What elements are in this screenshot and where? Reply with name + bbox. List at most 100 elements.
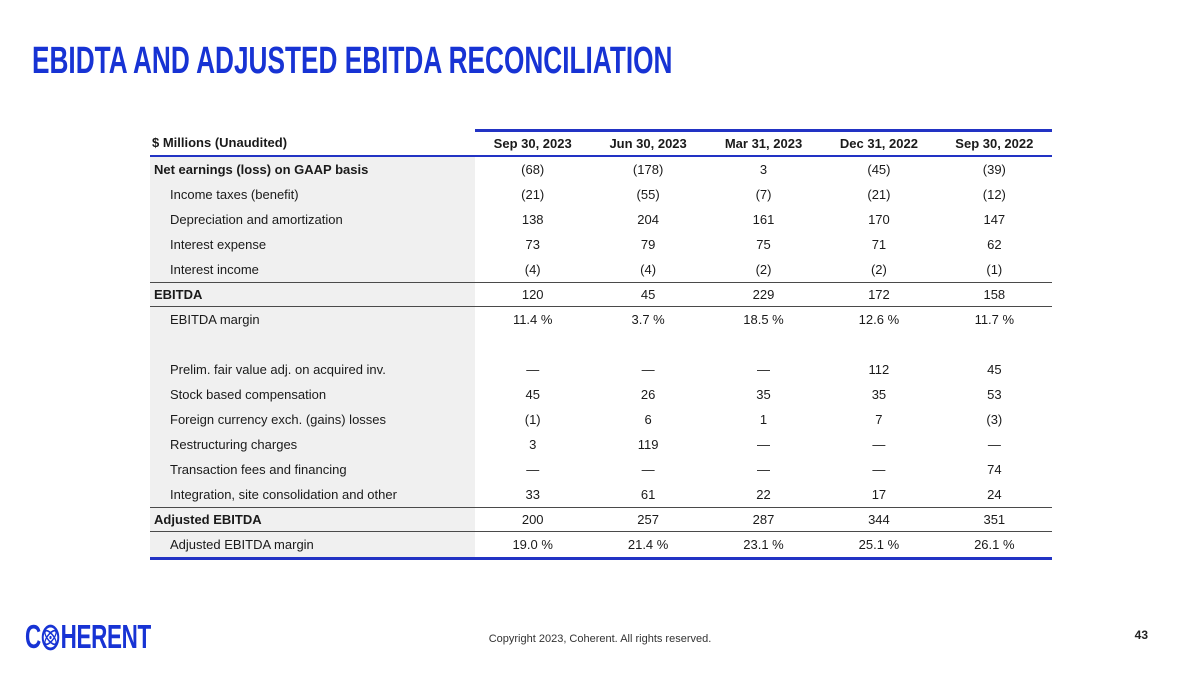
table-row: Integration, site consolidation and othe… bbox=[150, 482, 1052, 507]
row-value: 147 bbox=[983, 212, 1006, 227]
row-value: — bbox=[872, 462, 886, 477]
row-label: Transaction fees and financing bbox=[150, 457, 475, 482]
row-label: Income taxes (benefit) bbox=[150, 182, 475, 207]
row-value: — bbox=[757, 462, 771, 477]
row-value: — bbox=[641, 462, 655, 477]
row-value: 11.4 % bbox=[512, 312, 553, 327]
row-value: (1) bbox=[524, 412, 541, 427]
row-label bbox=[150, 332, 475, 357]
table-row: Interest income (4) (4) (2) (2) (1) bbox=[150, 257, 1052, 282]
row-value: 71 bbox=[871, 237, 887, 252]
row-value: 12.6 % bbox=[858, 312, 900, 327]
row-value: 26 bbox=[640, 387, 656, 402]
row-value: 3 bbox=[759, 162, 768, 177]
row-value: 3.7 % bbox=[631, 312, 665, 327]
row-value: — bbox=[526, 362, 540, 377]
row-value: 170 bbox=[868, 212, 890, 227]
table-spacer-row bbox=[150, 332, 1052, 357]
row-value: 35 bbox=[756, 387, 771, 402]
row-value: — bbox=[641, 362, 655, 377]
table-row: Income taxes (benefit) (21) (55) (7) (21) (12… bbox=[150, 182, 1052, 207]
copyright-text: Copyright 2023, Coherent. All rights res… bbox=[488, 633, 712, 645]
row-value: (1) bbox=[986, 262, 1003, 277]
row-value: 45 bbox=[525, 387, 540, 402]
row-value: 25.1 % bbox=[858, 537, 900, 552]
column-header: Mar 31, 2023 bbox=[724, 136, 803, 151]
row-value: 26.1 % bbox=[974, 537, 1015, 552]
table-header-row: $ Millions (Unaudited) Sep 30, 2023 Jun 3… bbox=[150, 129, 1052, 157]
row-value: 45 bbox=[987, 362, 1002, 377]
row-value: 33 bbox=[525, 487, 540, 502]
row-value: 35 bbox=[871, 387, 887, 402]
row-value: 200 bbox=[521, 512, 544, 527]
row-value: — bbox=[757, 362, 771, 377]
row-value bbox=[475, 332, 590, 357]
page-title: EBIDTA AND ADJUSTED EBITDA RECONCILIATIO… bbox=[32, 40, 673, 82]
table-row: Stock based compensation 45 26 35 35 53 bbox=[150, 382, 1052, 407]
row-value: 344 bbox=[868, 512, 890, 527]
row-value: (39) bbox=[982, 162, 1006, 177]
row-value: (178) bbox=[632, 162, 664, 177]
row-value bbox=[821, 332, 936, 357]
row-value: 75 bbox=[756, 237, 771, 252]
row-value: 53 bbox=[987, 387, 1002, 402]
row-value: (4) bbox=[640, 262, 657, 277]
table-row: EBITDA margin 11.4 % 3.7 % 18.5 % 12.6 % 11.7… bbox=[150, 307, 1052, 332]
table-row: Adjusted EBITDA margin 19.0 % 21.4 % 23.1 %… bbox=[150, 532, 1052, 557]
row-label: Restructuring charges bbox=[150, 432, 475, 457]
row-value: (45) bbox=[867, 162, 891, 177]
row-value: (2) bbox=[870, 262, 887, 277]
table-row: Foreign currency exch. (gains) losses (1)… bbox=[150, 407, 1052, 432]
table-row: Adjusted EBITDA 200 257 287 344 351 bbox=[150, 507, 1052, 532]
row-value: — bbox=[987, 437, 1001, 452]
row-value: 22 bbox=[756, 487, 771, 502]
row-label: Net earnings (loss) on GAAP basis bbox=[150, 157, 475, 182]
row-label: Interest income bbox=[150, 257, 475, 282]
row-value: 161 bbox=[752, 212, 775, 227]
ebitda-reconciliation-table: $ Millions (Unaudited) Sep 30, 2023 Jun 3… bbox=[150, 129, 1052, 560]
row-value: 287 bbox=[752, 512, 775, 527]
row-value: (7) bbox=[755, 187, 772, 202]
table-row: Transaction fees and financing — — — — 74 bbox=[150, 457, 1052, 482]
row-value: 138 bbox=[521, 212, 544, 227]
logo-text-prefix: C bbox=[25, 618, 41, 655]
row-value: 18.5 % bbox=[743, 312, 784, 327]
row-label: Prelim. fair value adj. on acquired inv. bbox=[150, 357, 475, 382]
row-value: 172 bbox=[868, 287, 890, 302]
row-value bbox=[590, 332, 705, 357]
row-value: 73 bbox=[525, 237, 540, 252]
row-value: 7 bbox=[875, 412, 883, 427]
row-value: 351 bbox=[983, 512, 1006, 527]
row-label: Adjusted EBITDA bbox=[150, 508, 475, 531]
row-label: EBITDA margin bbox=[150, 307, 475, 332]
row-label: Interest expense bbox=[150, 232, 475, 257]
row-value: 17 bbox=[871, 487, 887, 502]
row-value: 19.0 % bbox=[512, 537, 553, 552]
row-value: — bbox=[872, 437, 886, 452]
row-value: 21.4 % bbox=[627, 537, 669, 552]
row-label: Adjusted EBITDA margin bbox=[150, 532, 475, 557]
row-value: 62 bbox=[987, 237, 1002, 252]
row-value: (55) bbox=[636, 187, 660, 202]
row-label: Foreign currency exch. (gains) losses bbox=[150, 407, 475, 432]
table-row: EBITDA 120 45 229 172 158 bbox=[150, 282, 1052, 307]
page-number: 43 bbox=[1134, 628, 1148, 642]
row-value: (21) bbox=[521, 187, 545, 202]
row-value: (21) bbox=[867, 187, 891, 202]
row-label: Integration, site consolidation and othe… bbox=[150, 482, 475, 507]
row-value: 45 bbox=[640, 287, 656, 302]
globe-icon bbox=[41, 623, 60, 651]
table-row: Depreciation and amortization 138 204 161 17… bbox=[150, 207, 1052, 232]
table-row: Prelim. fair value adj. on acquired inv.… bbox=[150, 357, 1052, 382]
row-value: 204 bbox=[637, 212, 659, 227]
row-value: (2) bbox=[755, 262, 772, 277]
row-value: 120 bbox=[521, 287, 544, 302]
row-value: 112 bbox=[868, 362, 890, 377]
coherent-logo: C HERENT bbox=[25, 620, 151, 653]
table-row: Net earnings (loss) on GAAP basis (68) (17… bbox=[150, 157, 1052, 182]
row-value: 1 bbox=[759, 412, 768, 427]
column-header: Sep 30, 2023 bbox=[493, 136, 572, 151]
row-value: 79 bbox=[640, 237, 656, 252]
table-unit-label: $ Millions (Unaudited) bbox=[152, 134, 288, 150]
